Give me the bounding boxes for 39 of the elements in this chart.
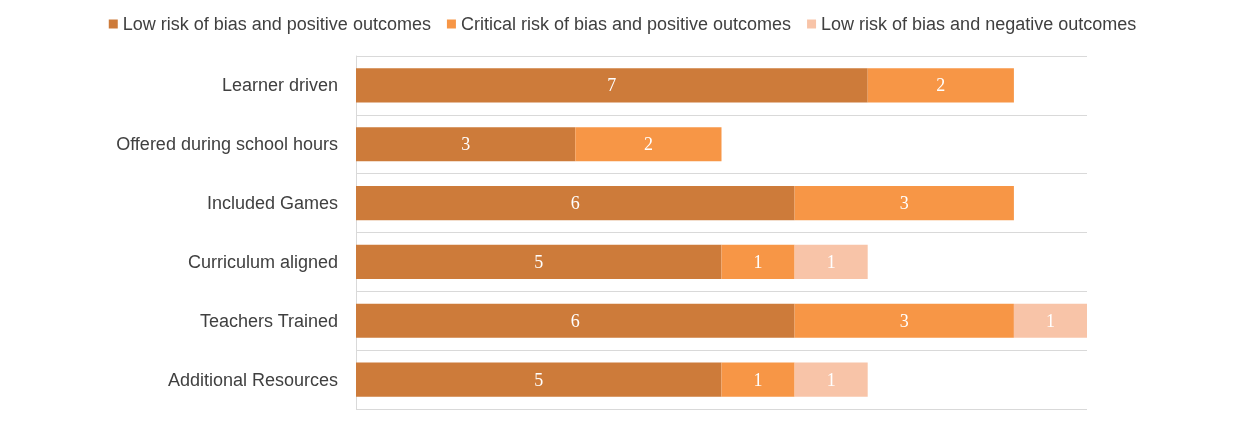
bar — [794, 303, 1014, 338]
bar — [1013, 303, 1087, 338]
bar — [721, 362, 795, 397]
y-tick-label: Learner driven — [221, 75, 338, 96]
bar — [356, 244, 722, 279]
data-label: 2 — [936, 75, 946, 96]
data-label: 1 — [753, 369, 763, 390]
legend-label: Low risk of bias and positive outcomes — [122, 14, 431, 34]
bar — [867, 68, 1014, 103]
bar — [794, 362, 868, 397]
legend-label: Low risk of bias and negative outcomes — [821, 14, 1137, 34]
bar — [356, 127, 576, 162]
y-tick-label: Teachers Trained — [199, 310, 338, 331]
legend-label: Critical risk of bias and positive outcomes — [460, 14, 792, 34]
bar — [356, 186, 795, 221]
data-label: 1 — [753, 251, 763, 272]
data-label: 3 — [461, 134, 471, 155]
data-label: 6 — [570, 310, 580, 331]
bar — [575, 127, 722, 162]
bar — [794, 244, 868, 279]
y-tick-label: Additional Resources — [167, 369, 338, 390]
data-label: 5 — [534, 251, 544, 272]
y-tick-label: Offered during school hours — [116, 134, 338, 155]
y-tick-label: Included Games — [206, 193, 338, 214]
data-label: 2 — [643, 134, 653, 155]
data-label: 5 — [534, 369, 544, 390]
data-label: 1 — [826, 251, 836, 272]
data-label: 3 — [899, 193, 909, 214]
data-label: 6 — [570, 193, 580, 214]
bar — [356, 68, 868, 103]
bar — [721, 244, 795, 279]
bar — [356, 362, 722, 397]
data-label: 1 — [1045, 310, 1055, 331]
y-tick-label: Curriculum aligned — [187, 251, 338, 272]
data-label: 1 — [826, 369, 836, 390]
data-label: 7 — [607, 75, 617, 96]
bar — [356, 303, 795, 338]
bar — [794, 186, 1014, 221]
data-label: 3 — [899, 310, 909, 331]
